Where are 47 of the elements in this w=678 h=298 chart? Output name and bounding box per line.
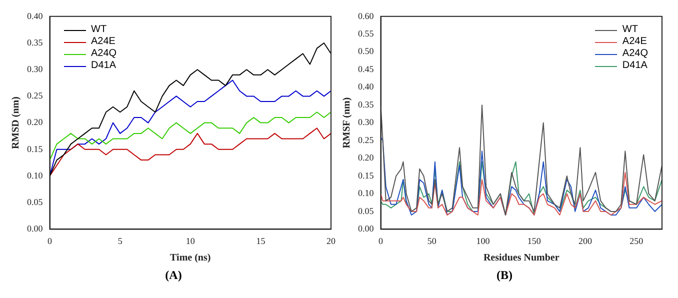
y-tick-label: 0.00 xyxy=(358,224,374,234)
x-axis-title: Residues Number xyxy=(483,252,560,264)
text: (A) xyxy=(164,268,183,283)
legend-label: A24Q xyxy=(622,48,648,60)
y-tick-label: 0.50 xyxy=(358,46,374,56)
x-tick-label: 150 xyxy=(527,236,542,246)
y-axis-title: RMSD (nm) xyxy=(10,96,22,150)
y-tick-label: 0.40 xyxy=(358,82,374,92)
legend-label: D41A xyxy=(622,60,648,72)
y-tick-label: 0.35 xyxy=(27,37,44,48)
y-tick-label: 0.25 xyxy=(27,90,44,101)
y-tick-label: 0.10 xyxy=(27,170,44,180)
y-tick-label: 0.20 xyxy=(358,152,374,163)
y-tick-label: 0.20 xyxy=(27,117,44,128)
x-tick-label: 20 xyxy=(326,236,336,246)
legend-label: D41A xyxy=(91,60,116,72)
x-tick-label: 200 xyxy=(578,236,593,246)
y-tick-label: 0.15 xyxy=(358,170,374,180)
y-tick-label: 0.60 xyxy=(358,10,374,21)
y-tick-label: 0.10 xyxy=(358,188,374,198)
x-axis-title: Time (ns) xyxy=(170,252,211,264)
x-tick-label: 15 xyxy=(256,236,266,246)
x-tick-label: 50 xyxy=(427,236,437,246)
y-tick-label: 0.40 xyxy=(27,10,44,21)
x-tick-label: 5 xyxy=(118,236,123,246)
legend-label: A24Q xyxy=(91,48,117,60)
x-tick-label: 10 xyxy=(186,236,196,246)
y-tick-label: 0.30 xyxy=(27,64,44,74)
legend-label: WT xyxy=(91,24,107,36)
y-tick-label: 0.05 xyxy=(27,196,44,207)
text: (B) xyxy=(496,268,514,283)
y-tick-label: 0.05 xyxy=(358,206,374,216)
legend-label: WT xyxy=(622,24,638,36)
y-tick-label: 0.45 xyxy=(358,64,374,74)
y-tick-label: 0.25 xyxy=(358,134,374,145)
y-tick-label: 0.00 xyxy=(27,224,44,234)
x-tick-label: 250 xyxy=(630,236,644,246)
x-tick-label: 0 xyxy=(48,236,52,246)
x-tick-label: 100 xyxy=(476,236,490,246)
legend-label: A24E xyxy=(91,36,116,48)
legend-label: A24E xyxy=(622,36,647,48)
y-axis-title: RMSF (nm) xyxy=(342,97,353,148)
y-tick-label: 0.55 xyxy=(358,28,374,38)
y-tick-label: 0.15 xyxy=(27,144,44,154)
y-tick-label: 0.35 xyxy=(358,99,374,110)
y-tick-label: 0.30 xyxy=(358,117,374,128)
x-tick-label: 0 xyxy=(378,236,384,246)
